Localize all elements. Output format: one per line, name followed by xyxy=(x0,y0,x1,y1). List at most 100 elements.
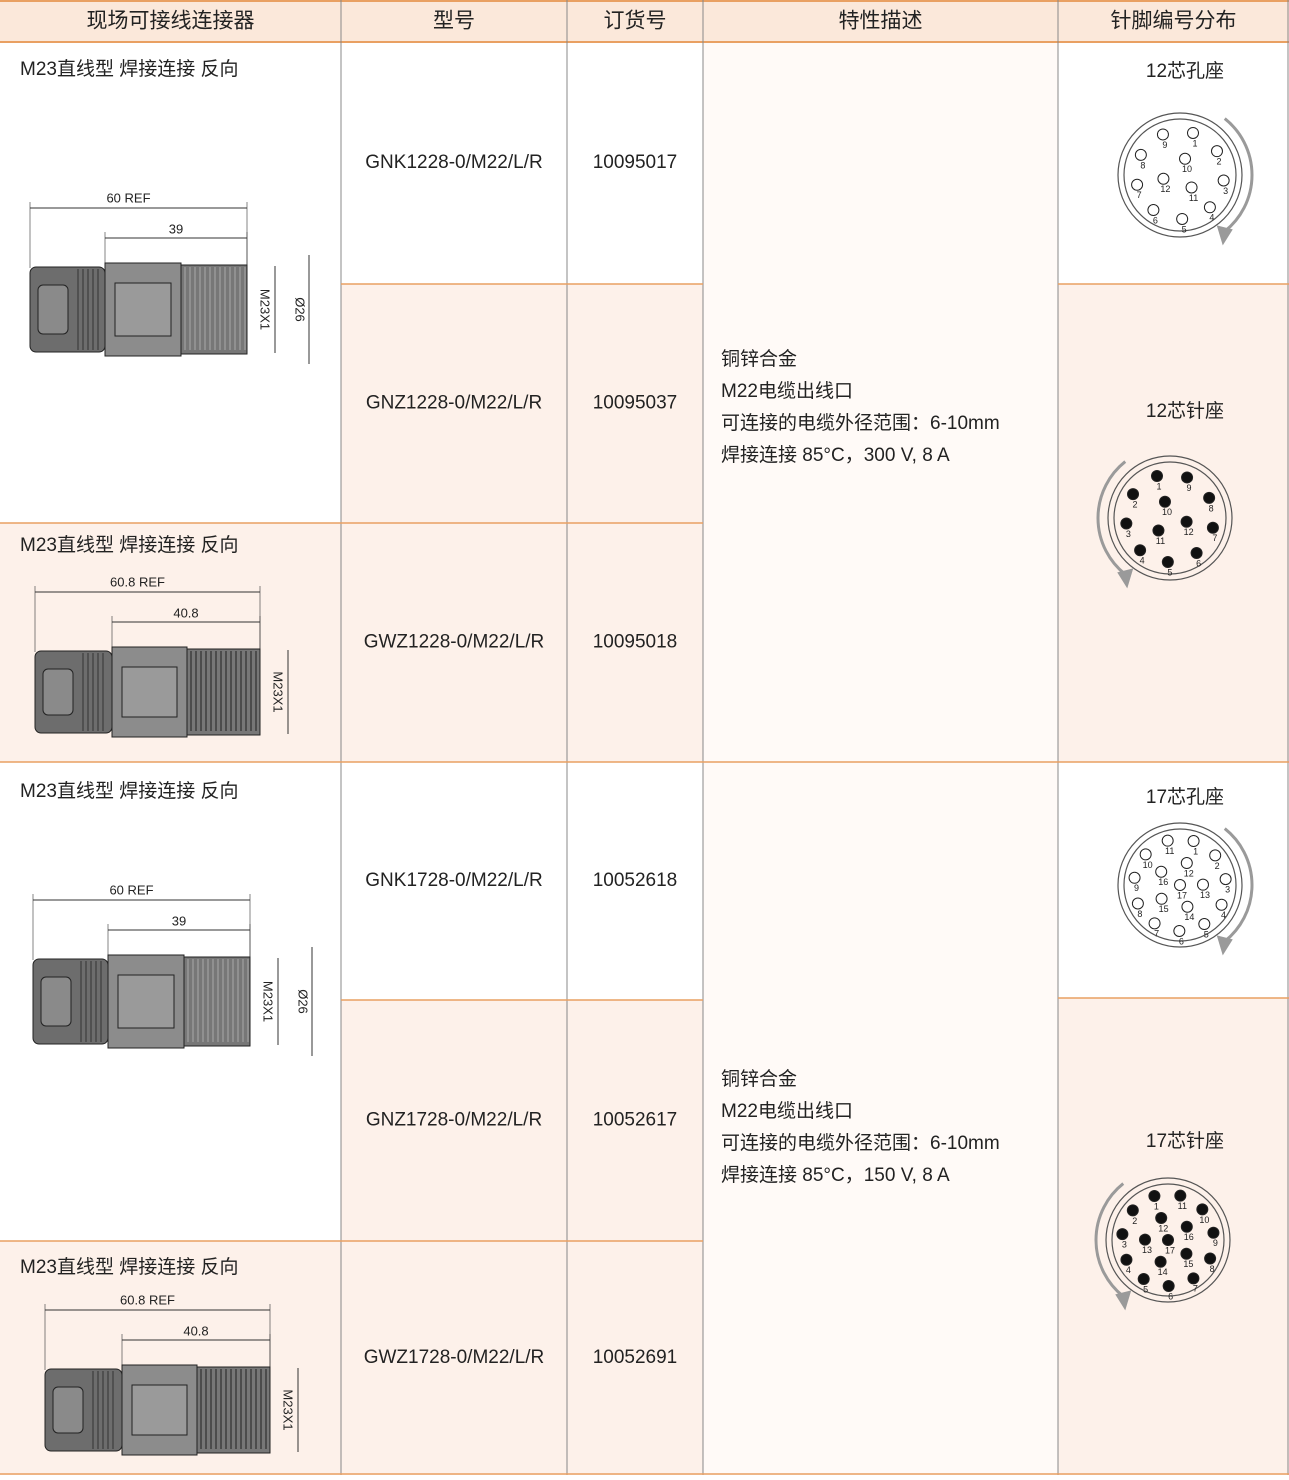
dimension-label: 60.8 REF xyxy=(120,1292,175,1307)
rotation-arrowhead xyxy=(1117,568,1134,589)
model-number: GWZ1728-0/M22/L/R xyxy=(364,1347,545,1368)
pin-number: 6 xyxy=(1179,936,1184,946)
socket-hole xyxy=(1139,848,1152,861)
socket-hole xyxy=(1181,900,1194,913)
rotation-arrow xyxy=(1223,117,1254,233)
dimension-label: Ø26 xyxy=(296,989,311,1014)
dimension-label: 60 REF xyxy=(109,882,153,897)
gland-window xyxy=(42,668,74,716)
pin-number: 10 xyxy=(1143,860,1153,870)
pin-number: 3 xyxy=(1122,1239,1127,1249)
face xyxy=(1123,828,1237,942)
pin-number: 12 xyxy=(1158,1223,1168,1233)
face xyxy=(1111,1183,1225,1297)
pin xyxy=(1154,1255,1167,1268)
pin xyxy=(1174,1189,1187,1202)
cell-bg xyxy=(1058,998,1289,1475)
socket-hole xyxy=(1179,152,1192,165)
column-header: 型号 xyxy=(433,10,475,33)
flange xyxy=(1105,1177,1231,1303)
pin-number: 3 xyxy=(1223,186,1228,196)
pinout-title: 17芯孔座 xyxy=(1146,786,1224,808)
description-line: 焊接连接 85°C，150 V, 8 A xyxy=(721,1164,950,1186)
pin xyxy=(1190,547,1203,560)
pin-number: 14 xyxy=(1158,1267,1168,1277)
socket-hole xyxy=(1219,873,1232,886)
pin xyxy=(1207,1226,1220,1239)
connector-title: M23直线型 焊接连接 反向 xyxy=(20,1256,239,1278)
face xyxy=(1123,118,1237,232)
pin-number: 6 xyxy=(1153,215,1158,225)
pin-number: 15 xyxy=(1159,904,1169,914)
dimension-label: 60 REF xyxy=(106,190,150,205)
socket-hole xyxy=(1180,857,1193,870)
connector-drawing: 60.8 REF 40.8 M23X1 xyxy=(44,1292,299,1456)
socket-hole xyxy=(1174,879,1186,891)
dimension-label: 40.8 xyxy=(183,1323,208,1338)
order-number: 10052618 xyxy=(593,870,678,891)
pin-number: 17 xyxy=(1165,1245,1175,1255)
pin-number: 9 xyxy=(1213,1238,1218,1248)
pin-number: 12 xyxy=(1184,527,1194,537)
model-number: GNK1728-0/M22/L/R xyxy=(365,870,542,891)
socket-hole xyxy=(1187,835,1200,848)
socket-hole xyxy=(1155,865,1168,878)
socket-hole xyxy=(1210,145,1223,158)
pin xyxy=(1204,1252,1217,1265)
gland-window xyxy=(37,284,69,335)
pin xyxy=(1158,495,1171,508)
order-number: 10052691 xyxy=(593,1347,678,1368)
description-line: M22电缆出线口 xyxy=(721,380,853,402)
order-number: 10095017 xyxy=(593,152,678,173)
socket-hole xyxy=(1147,204,1160,217)
pin-number: 4 xyxy=(1221,910,1226,920)
order-number: 10095018 xyxy=(593,632,678,653)
pin-number: 3 xyxy=(1126,529,1131,539)
model-number: GNZ1228-0/M22/L/R xyxy=(366,393,542,414)
pinout-title: 12芯孔座 xyxy=(1146,60,1224,82)
pin-number: 1 xyxy=(1156,481,1161,491)
pin-number: 15 xyxy=(1183,1259,1193,1269)
rotation-arrowhead xyxy=(1216,935,1233,956)
socket-hole xyxy=(1209,849,1222,862)
pin-number: 1 xyxy=(1192,138,1197,148)
pin-number: 7 xyxy=(1193,1284,1198,1294)
model-number: GWZ1228-0/M22/L/R xyxy=(364,632,545,653)
pin-number: 12 xyxy=(1184,868,1194,878)
pin xyxy=(1126,1204,1139,1217)
pin-number: 11 xyxy=(1156,536,1165,546)
pin xyxy=(1116,1228,1129,1241)
pin-number: 16 xyxy=(1184,1232,1194,1242)
socket-hole xyxy=(1217,174,1230,187)
column-header: 针脚编号分布 xyxy=(1111,10,1237,33)
dimension-label: M23X1 xyxy=(271,671,286,712)
cell-bg xyxy=(703,762,1058,1475)
socket-hole xyxy=(1134,148,1147,161)
pinout-title: 17芯针座 xyxy=(1146,1130,1224,1152)
description-line: 可连接的电缆外径范围：6-10mm xyxy=(721,412,1000,434)
rotation-arrow xyxy=(1094,1182,1125,1298)
pin xyxy=(1187,1272,1200,1285)
pin xyxy=(1120,1253,1133,1266)
socket-hole xyxy=(1155,892,1168,905)
pin-number: 4 xyxy=(1126,1265,1131,1275)
body-window xyxy=(117,974,175,1029)
description-line: 铜锌合金 xyxy=(721,348,797,370)
cell-bg xyxy=(1058,284,1289,762)
description-line: 可连接的电缆外径范围：6-10mm xyxy=(721,1132,1000,1154)
rotation-arrow xyxy=(1096,460,1127,576)
pin xyxy=(1155,1212,1168,1225)
pin-number: 11 xyxy=(1189,193,1198,203)
socket-hole xyxy=(1198,918,1211,931)
pin xyxy=(1196,1203,1209,1216)
pin-number: 13 xyxy=(1142,1245,1152,1255)
pin-number: 5 xyxy=(1182,224,1187,234)
column-header: 特性描述 xyxy=(839,10,923,33)
pin xyxy=(1180,1220,1193,1233)
pin-number: 2 xyxy=(1133,500,1138,510)
body-window xyxy=(114,282,172,337)
pin-number: 7 xyxy=(1137,190,1142,200)
dimension-label: Ø26 xyxy=(293,297,308,322)
pin-number: 3 xyxy=(1225,884,1230,894)
